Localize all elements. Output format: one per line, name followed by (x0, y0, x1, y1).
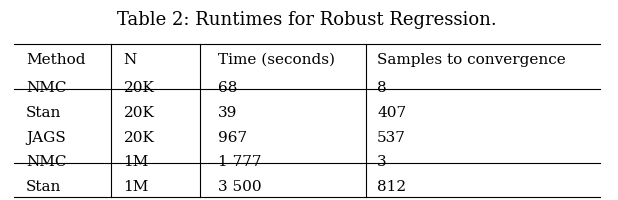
Text: 20K: 20K (124, 81, 154, 95)
Text: Table 2: Runtimes for Robust Regression.: Table 2: Runtimes for Robust Regression. (117, 11, 497, 29)
Text: 68: 68 (218, 81, 238, 95)
Text: 3: 3 (377, 155, 387, 169)
Text: 8: 8 (377, 81, 387, 95)
Text: Time (seconds): Time (seconds) (218, 53, 335, 67)
Text: JAGS: JAGS (26, 131, 66, 145)
Text: 537: 537 (377, 131, 406, 145)
Text: 3 500: 3 500 (218, 180, 262, 194)
Text: 1 777: 1 777 (218, 155, 262, 169)
Text: 1M: 1M (124, 155, 149, 169)
Text: 1M: 1M (124, 180, 149, 194)
Text: Samples to convergence: Samples to convergence (377, 53, 566, 67)
Text: 812: 812 (377, 180, 406, 194)
Text: Method: Method (26, 53, 85, 67)
Text: 20K: 20K (124, 131, 154, 145)
Text: Stan: Stan (26, 106, 61, 120)
Text: NMC: NMC (26, 81, 66, 95)
Text: NMC: NMC (26, 155, 66, 169)
Text: 407: 407 (377, 106, 406, 120)
Text: 967: 967 (218, 131, 247, 145)
Text: 20K: 20K (124, 106, 154, 120)
Text: N: N (124, 53, 137, 67)
Text: 39: 39 (218, 106, 238, 120)
Text: Stan: Stan (26, 180, 61, 194)
